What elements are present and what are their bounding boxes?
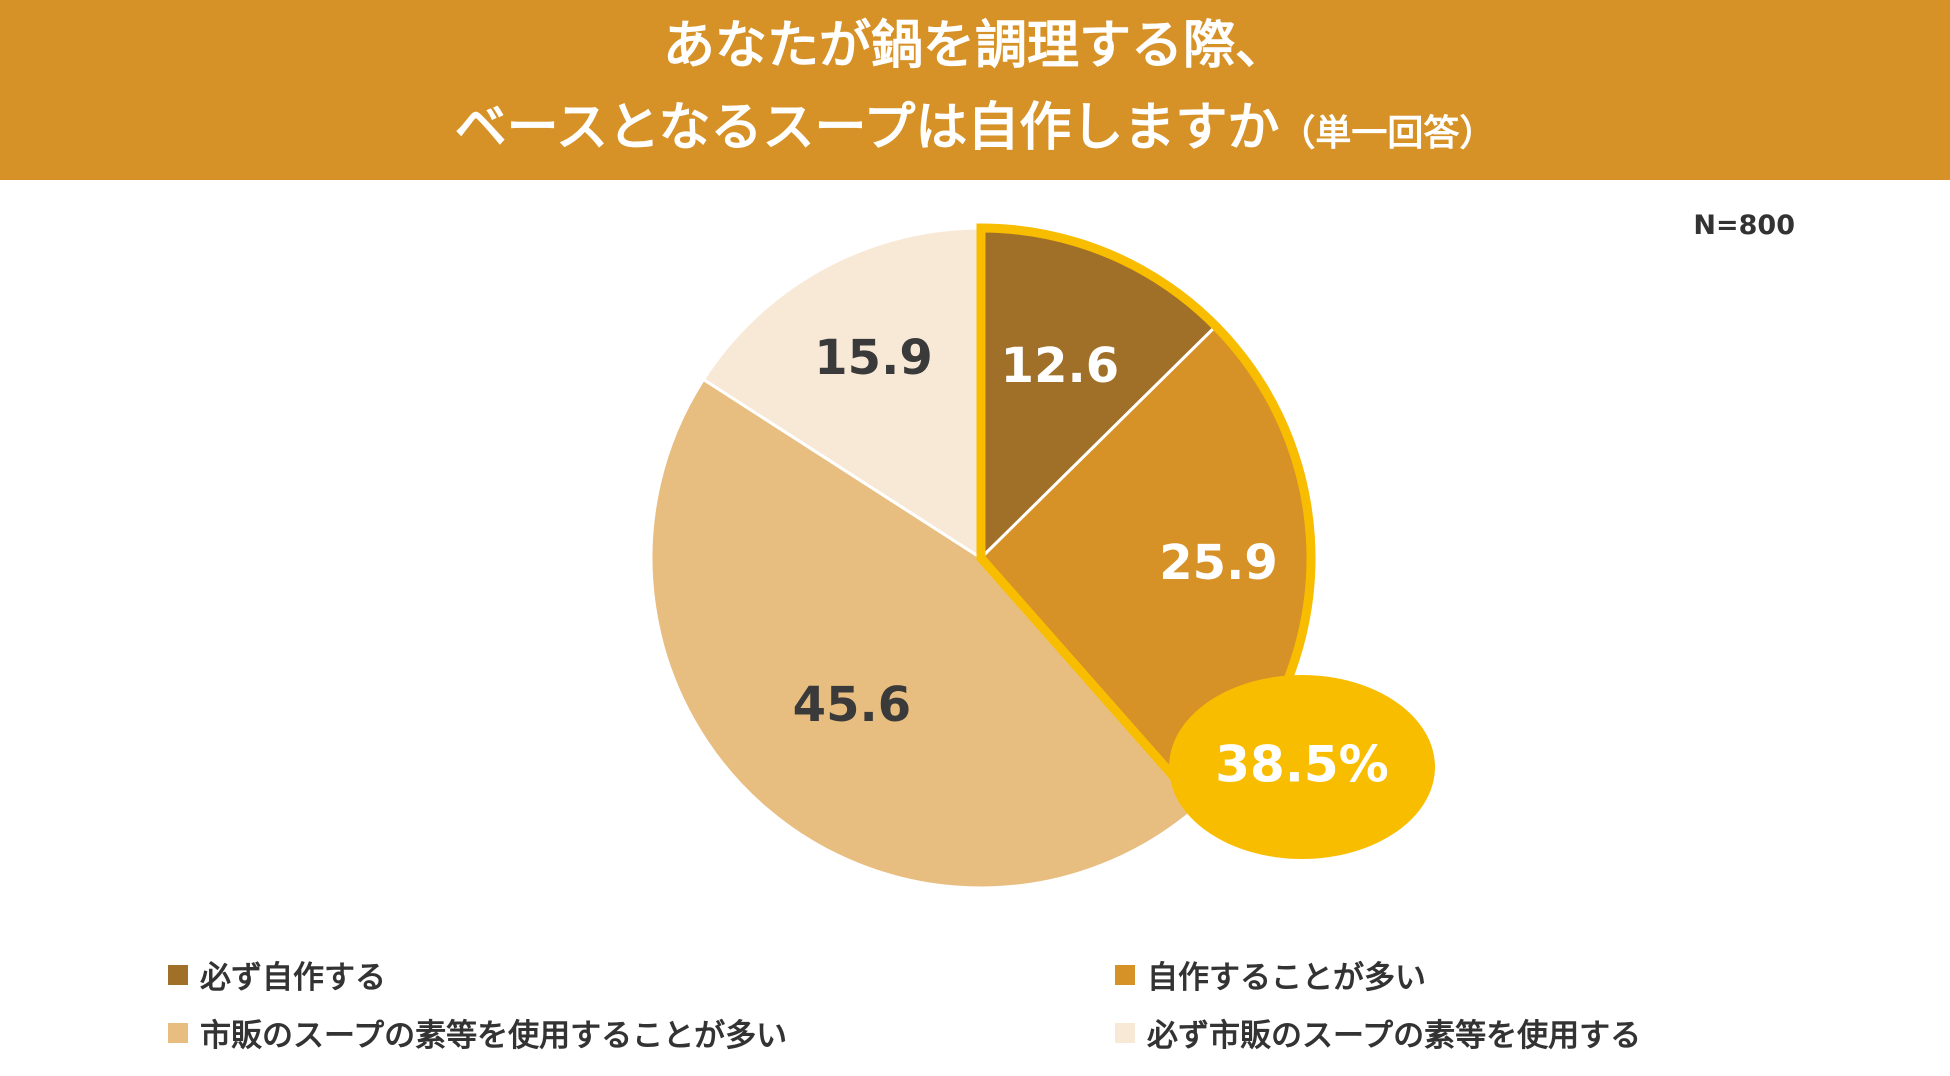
slice-value-label-2: 25.9 xyxy=(1159,535,1277,591)
highlight-total-label: 38.5% xyxy=(1215,736,1388,794)
slice-value-label-4: 15.9 xyxy=(814,330,932,386)
chart-title-line-2: ベースとなるスープは自作しますか（単一回答） xyxy=(0,98,1950,164)
title-banner: あなたが鍋を調理する際、 ベースとなるスープは自作しますか（単一回答） xyxy=(0,0,1950,180)
pie-slice-4 xyxy=(701,226,983,561)
chart-title-main: ベースとなるスープは自作しますか xyxy=(454,98,1280,158)
pie-slice-3 xyxy=(649,377,1202,890)
pie-slices xyxy=(649,226,1313,890)
chart-title-note: （単一回答） xyxy=(1279,113,1496,154)
highlight-group: 38.5% xyxy=(976,223,1435,859)
data-labels: 12.6 25.9 45.6 15.9 xyxy=(793,330,1278,733)
chart-title-line-1: あなたが鍋を調理する際、 xyxy=(662,16,1287,76)
highlight-bubble xyxy=(1169,675,1435,859)
slice-value-label-3: 45.6 xyxy=(793,677,911,733)
slice-value-label-1: 12.6 xyxy=(1001,338,1119,394)
sample-size-label: N=800 xyxy=(1693,210,1795,241)
